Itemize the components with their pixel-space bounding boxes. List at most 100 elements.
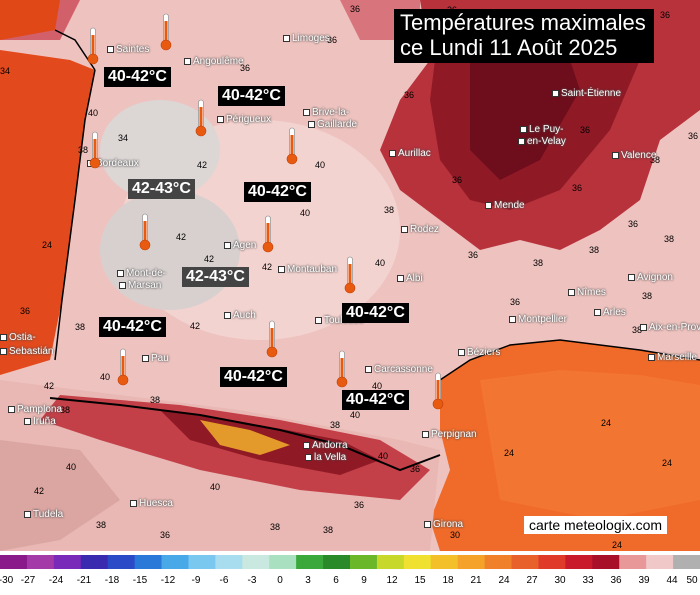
- thermometer-icon: [432, 372, 444, 410]
- color-scale-tick: -24: [48, 575, 64, 586]
- city-label: Arles: [594, 307, 626, 318]
- city-label: Avignon: [628, 272, 673, 283]
- color-scale-tick: 27: [526, 575, 538, 586]
- city-label: Le Puy-: [520, 124, 563, 135]
- isoline-value: 36: [354, 500, 365, 510]
- city-label: Mont-de-: [117, 268, 166, 279]
- thermometer-icon: [139, 213, 151, 251]
- color-scale-swatch: [376, 555, 405, 569]
- color-scale-tick: -3: [247, 575, 257, 586]
- isoline-value: 40: [378, 451, 389, 461]
- color-scale-swatch: [80, 555, 109, 569]
- color-scale-swatch: [350, 555, 378, 569]
- temperature-range-label: 40-42°C: [342, 303, 409, 323]
- isoline-value: 36: [410, 464, 421, 474]
- isoline-value: 38: [323, 525, 334, 535]
- color-scale-swatch: [188, 555, 216, 569]
- temperature-range-label: 40-42°C: [104, 67, 171, 87]
- isoline-value: 42: [44, 381, 55, 391]
- city-label: Mende: [485, 200, 525, 211]
- city-label: Béziers: [458, 347, 500, 358]
- isoline-value: 38: [96, 520, 107, 530]
- isoline-value: 36: [628, 219, 639, 229]
- color-scale-tick: 44: [666, 575, 678, 586]
- city-label: Saintes: [107, 44, 149, 55]
- city-label: la Vella: [305, 452, 346, 463]
- temperature-range-label: 40-42°C: [244, 182, 311, 202]
- color-scale-tick: -6: [219, 575, 229, 586]
- thermometer-icon: [87, 27, 99, 65]
- isoline-value: 36: [160, 530, 171, 540]
- color-scale-swatch: [403, 555, 432, 569]
- color-scale-tick: 30: [554, 575, 566, 586]
- color-scale-tick: 24: [498, 575, 510, 586]
- isoline-value: 36: [688, 131, 699, 141]
- isoline-value: 36: [452, 175, 463, 185]
- city-label: Agen: [224, 240, 256, 251]
- color-scale-swatch: [107, 555, 136, 569]
- city-label: Saint-Étienne: [552, 88, 621, 99]
- color-scale-swatch: [673, 555, 700, 569]
- city-label: Montauban: [278, 264, 337, 275]
- color-scale-tick: 6: [333, 575, 339, 586]
- color-scale-tick: 3: [305, 575, 311, 586]
- color-scale-swatch: [430, 555, 459, 569]
- city-label: Tudela: [24, 509, 63, 520]
- isoline-value: 40: [88, 108, 99, 118]
- isoline-value: 24: [42, 240, 53, 250]
- credit-label[interactable]: carte meteologix.com: [524, 516, 668, 534]
- isoline-value: 40: [315, 160, 326, 170]
- thermometer-icon: [266, 320, 278, 358]
- isoline-value: 38: [642, 291, 653, 301]
- city-label: Albi: [397, 273, 423, 284]
- color-scale-tick: 39: [638, 575, 650, 586]
- isoline-value: 38: [270, 522, 281, 532]
- isoline-value: 40: [300, 208, 311, 218]
- color-scale-swatch: [619, 555, 647, 569]
- city-label: Sebastián: [0, 346, 53, 357]
- thermometer-icon: [160, 13, 172, 51]
- color-scale-swatch: [26, 555, 55, 569]
- color-scale-tick: 18: [442, 575, 454, 586]
- color-scale-tick: -27: [20, 575, 36, 586]
- color-scale-tick: 0: [277, 575, 283, 586]
- city-label: Rodez: [401, 224, 439, 235]
- city-label: Huesca: [130, 498, 173, 509]
- color-scale-swatch: [269, 555, 297, 569]
- city-label: Limoges: [283, 33, 330, 44]
- isoline-value: 40: [100, 372, 111, 382]
- thermometer-icon: [336, 350, 348, 388]
- thermometer-icon: [262, 215, 274, 253]
- isoline-value: 40: [210, 482, 221, 492]
- city-label: Auch: [224, 310, 256, 321]
- thermometer-icon: [286, 127, 298, 165]
- isoline-value: 24: [504, 448, 515, 458]
- color-scale-tick: -15: [132, 575, 148, 586]
- isoline-value: 42: [190, 321, 201, 331]
- city-label: Bordeaux: [87, 158, 139, 169]
- city-label: Brive-la-: [303, 107, 349, 118]
- isoline-value: 42: [34, 486, 45, 496]
- city-label: Montpellier: [509, 314, 567, 325]
- color-scale-swatch: [242, 555, 270, 569]
- isoline-value: 42: [204, 254, 215, 264]
- color-scale-swatch: [457, 555, 486, 569]
- isoline-value: 40: [372, 381, 383, 391]
- isoline-value: 38: [78, 145, 89, 155]
- isoline-value: 30: [450, 530, 461, 540]
- temperature-range-label: 42-43°C: [182, 267, 249, 287]
- color-scale-swatch: [323, 555, 351, 569]
- color-scale-swatch: [565, 555, 593, 569]
- temperature-range-label: 42-43°C: [128, 179, 195, 199]
- color-scale-tick: -30: [0, 575, 14, 586]
- city-label: Angoulême: [184, 56, 244, 67]
- city-label: Andorra: [303, 440, 348, 451]
- title-line-2: ce Lundi 11 Août 2025: [400, 35, 618, 60]
- color-scale: -30 -27 -24 -21 -18 -15 -12 -9 -6 -3 0 3 6 9 12 15 18 21 2…: [0, 551, 700, 595]
- city-label: Ostia-: [0, 332, 36, 343]
- map-title: Températures maximales ce Lundi 11 Août …: [394, 9, 654, 63]
- color-scale-swatch: [511, 555, 539, 569]
- color-scale-swatch: [646, 555, 674, 569]
- city-label: Pau: [142, 353, 169, 364]
- color-scale-tick: -12: [160, 575, 176, 586]
